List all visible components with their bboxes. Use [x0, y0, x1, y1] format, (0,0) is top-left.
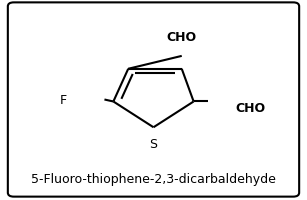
Text: CHO: CHO [235, 101, 265, 114]
Text: F: F [59, 94, 66, 106]
Text: S: S [150, 137, 157, 150]
Text: 5-Fluoro-thiophene-2,3-dicarbaldehyde: 5-Fluoro-thiophene-2,3-dicarbaldehyde [31, 172, 276, 185]
Text: CHO: CHO [167, 30, 197, 43]
